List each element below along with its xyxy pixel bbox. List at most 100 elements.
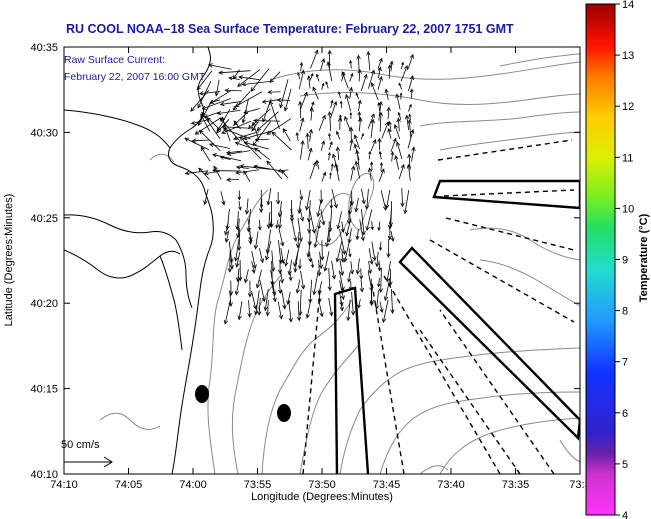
current-vector [390,61,393,72]
current-vector [258,298,261,315]
current-vector [215,79,220,96]
current-vector [299,208,304,222]
current-vector [220,101,241,105]
current-vector [294,249,299,273]
current-vector [284,88,292,111]
current-vector [190,90,210,112]
current-vector [341,248,344,262]
current-vector [269,218,273,227]
current-vector [288,300,292,322]
current-vector [296,132,299,142]
y-axis: 40:35 40:30 40:25 40:20 40:15 40:10 [30,42,580,481]
current-vector [321,240,323,261]
colorbar-label: Temperature (°C) [638,213,650,302]
current-vector [366,209,373,231]
current-vector [350,60,352,69]
y-tick-label: 40:10 [30,469,58,481]
current-vector [255,290,260,315]
current-vector [354,134,360,150]
current-vector [359,219,364,241]
current-vector [316,74,320,82]
current-vector [382,299,389,323]
current-vector [204,111,221,118]
current-vector [345,94,352,112]
current-vector [299,259,301,269]
current-vector [379,151,382,160]
current-vector [238,228,241,251]
current-vector [197,70,213,90]
current-vector [378,278,380,287]
current-vector [344,240,350,262]
current-vector [208,64,232,70]
current-vector [191,119,210,124]
current-vector [297,301,300,321]
current-vector [318,291,321,302]
current-vector [276,219,279,229]
current-vector [349,139,353,151]
current-vector [356,228,359,240]
current-vector [325,81,329,89]
current-vector [400,62,404,70]
x-tick-label: 74:10 [50,479,78,491]
current-vector [360,279,363,292]
current-vector [318,219,321,229]
current-vector [281,170,289,179]
current-vector [279,210,282,229]
current-vector [348,228,352,243]
current-vector [202,98,231,110]
current-vector [201,112,221,139]
current-vector [407,129,414,149]
bathymetry-contours [99,53,580,474]
current-vector [335,163,340,182]
current-vector [349,87,352,99]
current-vector [309,279,313,303]
buoy-markers [195,385,291,422]
current-vector [407,54,414,69]
current-vector [268,211,271,229]
current-vector [358,298,361,308]
current-vector [329,208,333,232]
y-tick-label: 40:25 [30,213,58,225]
current-vector [268,91,281,93]
current-vector [289,269,292,281]
current-vector [252,122,260,140]
scale-label: 50 cm/s [61,439,100,451]
current-vector [287,291,291,305]
current-vector [269,71,281,83]
current-vector [378,260,381,271]
current-vector [367,113,375,129]
current-vector [219,70,251,74]
current-vector [394,124,401,140]
colorbar-tick-label: 7 [622,357,628,369]
current-vector [237,218,240,238]
current-vector [299,289,302,315]
current-vector [247,208,252,232]
current-vector [398,112,402,121]
current-vector [197,81,212,109]
current-vector [297,72,301,80]
current-vector [199,130,221,152]
current-vector [281,290,286,309]
current-vector [371,241,376,261]
current-vector [262,99,280,103]
current-vector [331,188,337,208]
current-vector [251,251,256,269]
x-tick-label: 73:55 [244,479,272,491]
current-vector [378,67,381,79]
current-vector [398,83,402,90]
current-vector [389,121,392,132]
current-vector [377,76,382,90]
current-vector [200,146,211,162]
current-vector [236,169,260,174]
current-vector [251,290,257,309]
y-tick-label: 40:35 [30,42,58,54]
current-vector [314,229,319,248]
current-vector [321,83,324,90]
current-vector [376,251,379,267]
current-vector [209,143,230,149]
current-vector [238,76,260,81]
current-vector [339,259,343,276]
current-vector [328,298,333,316]
current-vector [355,197,359,212]
current-vector [339,229,346,255]
